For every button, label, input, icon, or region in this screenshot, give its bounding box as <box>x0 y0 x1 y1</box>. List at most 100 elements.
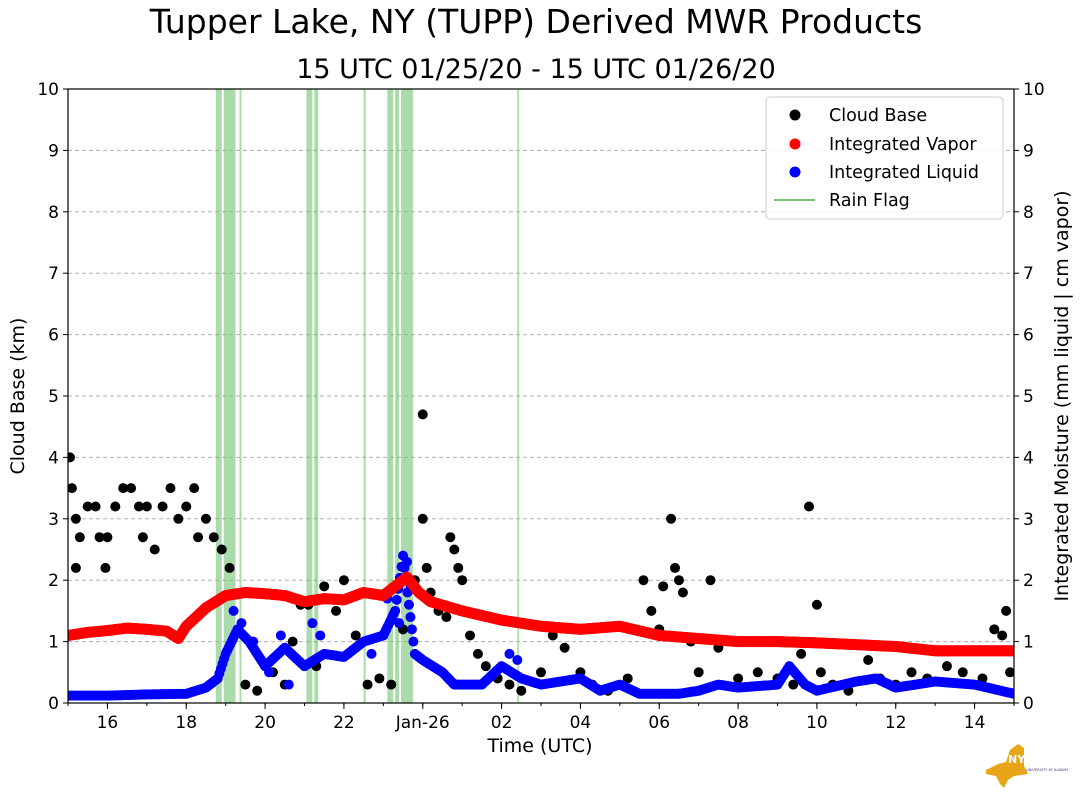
cloud-base-point <box>863 655 874 666</box>
cloud-base-point <box>133 501 144 512</box>
cloud-base-point <box>374 673 385 684</box>
rain-flag-bands <box>215 89 519 703</box>
y-tick-label: 0 <box>48 694 59 714</box>
cloud-base-point <box>480 661 491 672</box>
cloud-base-point <box>126 483 137 494</box>
cloud-base-point <box>1001 605 1012 616</box>
cloud-base-point <box>788 679 799 690</box>
cloud-base-point <box>181 501 192 512</box>
logo-subtext: UNIVERSITY AT ALBANY <box>1026 768 1069 772</box>
cloud-base-point <box>70 513 81 524</box>
cloud-base-point <box>338 575 349 586</box>
cloud-base-point <box>646 605 657 616</box>
cloud-base-point <box>457 575 468 586</box>
cloud-base-point <box>472 648 483 659</box>
cloud-base-point <box>421 562 432 573</box>
integrated-liquid-point <box>504 648 515 659</box>
integrated-liquid-point <box>403 599 414 610</box>
cloud-base-point <box>331 605 342 616</box>
y-axis-label-right: Integrated Moisture (mm liquid | cm vapo… <box>1051 190 1073 601</box>
y-tick-label: 4 <box>48 448 59 468</box>
cloud-base-point <box>504 679 515 690</box>
y-tick-label-right: 2 <box>1023 571 1034 591</box>
cloud-base-point <box>638 575 649 586</box>
y-tick-label: 9 <box>48 141 59 161</box>
y-tick-label-right: 10 <box>1023 80 1045 100</box>
cloud-base-point <box>350 630 361 641</box>
cloud-base-point <box>94 532 105 543</box>
cloud-base-point <box>137 532 148 543</box>
integrated-liquid-point <box>236 618 247 629</box>
cloud-base-point <box>559 642 570 653</box>
legend-label-integrated-vapor: Integrated Vapor <box>829 135 977 155</box>
integrated-liquid-point <box>275 630 286 641</box>
x-tick-label: 04 <box>570 713 592 733</box>
x-tick-label: 20 <box>254 713 276 733</box>
logo-text: NYS Mesonet <box>1008 753 1076 766</box>
legend-marker-integrated-liquid <box>789 166 801 178</box>
legend-label-integrated-liquid: Integrated Liquid <box>829 163 979 183</box>
cloud-base-point <box>252 685 263 696</box>
y-tick-label-right: 9 <box>1023 141 1034 161</box>
cloud-base-point <box>157 501 168 512</box>
rain-flag-band <box>387 89 394 703</box>
cloud-base-point <box>240 679 251 690</box>
integrated-liquid-point <box>401 556 412 567</box>
x-tick-label: Jan-26 <box>395 713 450 733</box>
cloud-base-point <box>68 483 77 494</box>
cloud-base-point <box>189 483 200 494</box>
cloud-base-point <box>804 501 815 512</box>
cloud-base-point <box>216 544 227 555</box>
cloud-base-point <box>287 636 298 647</box>
x-tick-label: 22 <box>333 713 355 733</box>
cloud-base-point <box>165 483 176 494</box>
cloud-base-point <box>70 562 81 573</box>
rain-flag-band <box>223 89 236 703</box>
integrated-liquid-point <box>283 679 294 690</box>
cloud-base-point <box>796 648 807 659</box>
cloud-base-point <box>68 452 75 463</box>
y-tick-label: 3 <box>48 510 59 530</box>
y-tick-label: 7 <box>48 264 59 284</box>
y-tick-label: 2 <box>48 571 59 591</box>
cloud-base-point <box>989 624 1000 635</box>
cloud-base-point <box>997 630 1008 641</box>
y-tick-label: 10 <box>37 80 59 100</box>
y-axis-ticks: 0 0 1 1 2 2 3 3 4 4 5 5 6 6 7 7 8 8 9 9 10 10 <box>37 80 1044 714</box>
cloud-base-point <box>141 501 152 512</box>
cloud-base-point <box>1005 667 1014 678</box>
integrated-liquid-point <box>248 636 259 647</box>
cloud-base-point <box>941 661 952 672</box>
cloud-base-point <box>193 532 204 543</box>
x-axis-label: Time (UTC) <box>486 735 592 757</box>
cloud-base-point <box>733 673 744 684</box>
integrated-liquid-point <box>406 624 417 635</box>
cloud-base-point <box>118 483 129 494</box>
cloud-base-point <box>693 667 704 678</box>
legend: Cloud Base Integrated Vapor Integrated L… <box>765 96 1004 220</box>
rain-flag-band <box>215 89 222 703</box>
integrated-liquid-point <box>315 630 326 641</box>
y-tick-label-right: 3 <box>1023 510 1034 530</box>
y-tick-label: 5 <box>48 387 59 407</box>
cloud-base-point <box>811 599 822 610</box>
integrated-liquid-point <box>405 612 416 623</box>
y-tick-label-right: 4 <box>1023 448 1034 468</box>
y-tick-label-right: 0 <box>1023 694 1034 714</box>
cloud-base-point <box>386 679 397 690</box>
rain-flag-band <box>239 89 242 703</box>
cloud-base-point <box>74 532 85 543</box>
rain-flag-band <box>363 89 366 703</box>
cloud-base-point <box>547 630 558 641</box>
integrated-liquid-point <box>512 655 523 666</box>
y-tick-label: 1 <box>48 633 59 653</box>
cloud-base-point <box>200 513 211 524</box>
y-tick-label-right: 1 <box>1023 633 1034 653</box>
cloud-base-points <box>68 409 1014 696</box>
integrated-liquid-point <box>390 605 401 616</box>
cloud-base-point <box>417 513 428 524</box>
integrated-liquid-point <box>307 618 318 629</box>
integrated-liquid-point <box>366 648 377 659</box>
legend-marker-integrated-vapor <box>789 138 801 150</box>
